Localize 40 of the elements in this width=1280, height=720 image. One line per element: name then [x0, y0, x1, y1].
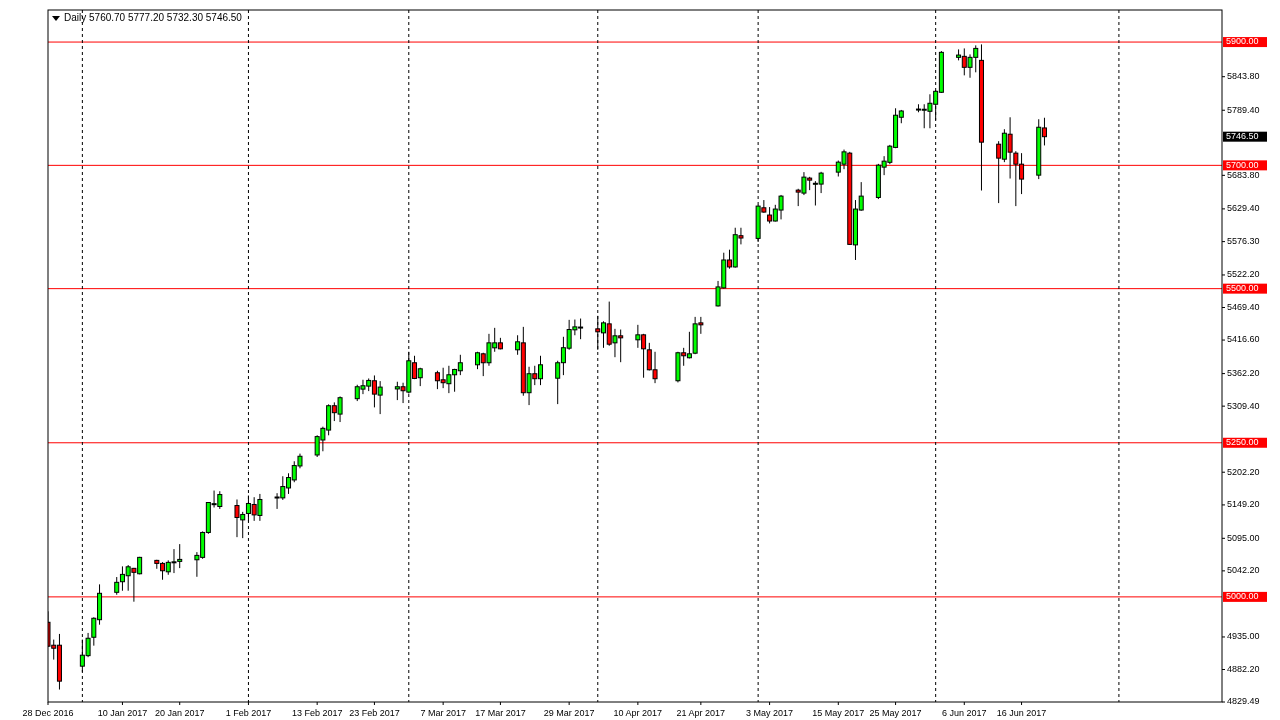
y-tick-label: 5095.00 [1227, 532, 1260, 543]
y-tick-label: 5576.30 [1227, 235, 1260, 246]
y-tick-label: 5843.80 [1227, 71, 1260, 82]
x-tick-label: 10 Apr 2017 [613, 708, 663, 718]
x-tick-label: 6 Jun 2017 [942, 708, 987, 718]
x-tick-label: 7 Mar 2017 [420, 708, 466, 718]
x-tick-label: 28 Dec 2016 [22, 708, 74, 718]
y-tick-label: 5416.60 [1227, 334, 1260, 345]
x-tick-label: 17 Mar 2017 [475, 708, 526, 718]
x-tick-label: 16 Jun 2017 [996, 708, 1047, 718]
ref-line-label: 5000.00 [1226, 591, 1259, 602]
chart-title: Daily 5760.70 5777.20 5732.30 5746.50 [64, 12, 243, 23]
y-tick-label: 5149.20 [1227, 499, 1260, 510]
y-tick-label: 5629.40 [1227, 203, 1260, 214]
y-tick-label: 5522.20 [1227, 269, 1260, 280]
x-tick-label: 13 Feb 2017 [291, 708, 343, 718]
y-tick-label: 5469.40 [1227, 301, 1260, 312]
x-tick-label: 29 Mar 2017 [543, 708, 595, 718]
x-tick-label: 1 Feb 2017 [225, 708, 272, 718]
y-tick-label: 5683.80 [1227, 169, 1260, 180]
x-tick-label: 3 May 2017 [746, 708, 794, 718]
x-tick-label: 21 Apr 2017 [676, 708, 726, 718]
x-tick-label: 15 May 2017 [812, 708, 865, 718]
ref-line-label: 5700.00 [1226, 159, 1259, 170]
ref-line-label: 5250.00 [1226, 437, 1259, 448]
y-tick-label: 5789.40 [1227, 104, 1260, 115]
x-tick-label: 20 Jan 2017 [154, 708, 205, 718]
y-tick-label: 5042.20 [1227, 565, 1260, 576]
x-tick-label: 23 Feb 2017 [349, 708, 400, 718]
y-tick-label: 4829.49 [1227, 696, 1260, 707]
y-tick-label: 4935.00 [1227, 631, 1260, 642]
x-tick-label: 25 May 2017 [869, 708, 922, 718]
ref-line-label: 5900.00 [1226, 36, 1259, 47]
y-tick-label: 5202.20 [1227, 466, 1260, 477]
y-tick-label: 4882.20 [1227, 663, 1260, 674]
y-tick-label: 5309.40 [1227, 400, 1260, 411]
y-tick-label: 5362.20 [1227, 367, 1260, 378]
ref-line-label: 5500.00 [1226, 283, 1259, 294]
x-tick-label: 10 Jan 2017 [97, 708, 148, 718]
text: 5746.50 [1226, 131, 1259, 142]
